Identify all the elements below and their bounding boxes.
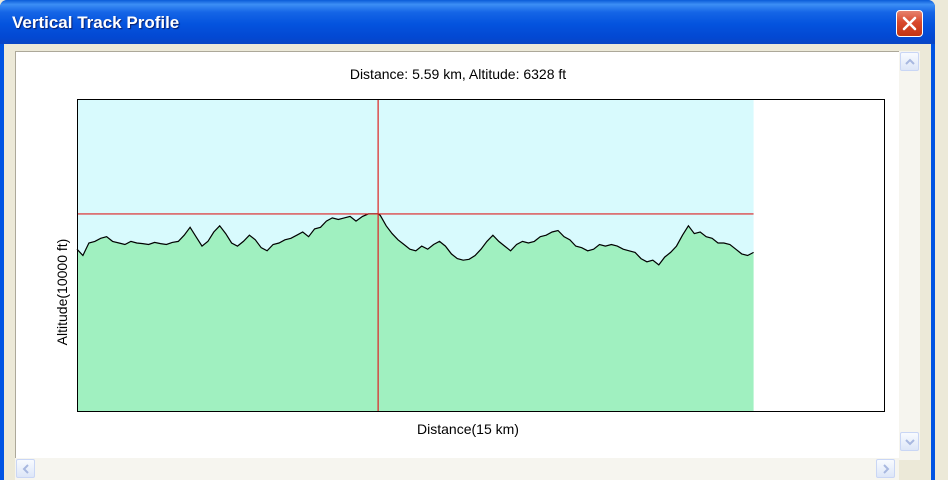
horizontal-scrollbar[interactable]	[15, 458, 899, 480]
profile-chart-panel: Distance: 5.59 km, Altitude: 6328 ft Alt…	[15, 51, 900, 460]
scroll-up-button[interactable]	[900, 52, 919, 71]
x-axis-label: Distance(15 km)	[417, 421, 519, 437]
scroll-right-arrow-icon	[883, 464, 890, 474]
window-client-area: Distance: 5.59 km, Altitude: 6328 ft Alt…	[4, 44, 931, 480]
scroll-left-button[interactable]	[16, 459, 35, 478]
altitude-profile-line	[76, 213, 754, 266]
scroll-right-button[interactable]	[876, 459, 895, 478]
scroll-down-arrow-icon	[905, 439, 915, 446]
vertical-scrollbar[interactable]	[899, 51, 920, 460]
terrain-area	[77, 213, 754, 412]
scroll-down-button[interactable]	[900, 432, 919, 451]
close-icon	[902, 16, 917, 31]
close-button[interactable]	[896, 10, 923, 37]
plot-frame	[77, 99, 885, 412]
cursor-readout: Distance: 5.59 km, Altitude: 6328 ft	[349, 66, 567, 82]
scroll-up-arrow-icon	[905, 58, 915, 65]
sky-area	[77, 99, 754, 265]
window-title: Vertical Track Profile	[12, 13, 180, 32]
profile-chart[interactable]	[16, 52, 900, 460]
scroll-left-arrow-icon	[22, 464, 29, 474]
title-bar[interactable]: Vertical Track Profile	[0, 0, 935, 44]
